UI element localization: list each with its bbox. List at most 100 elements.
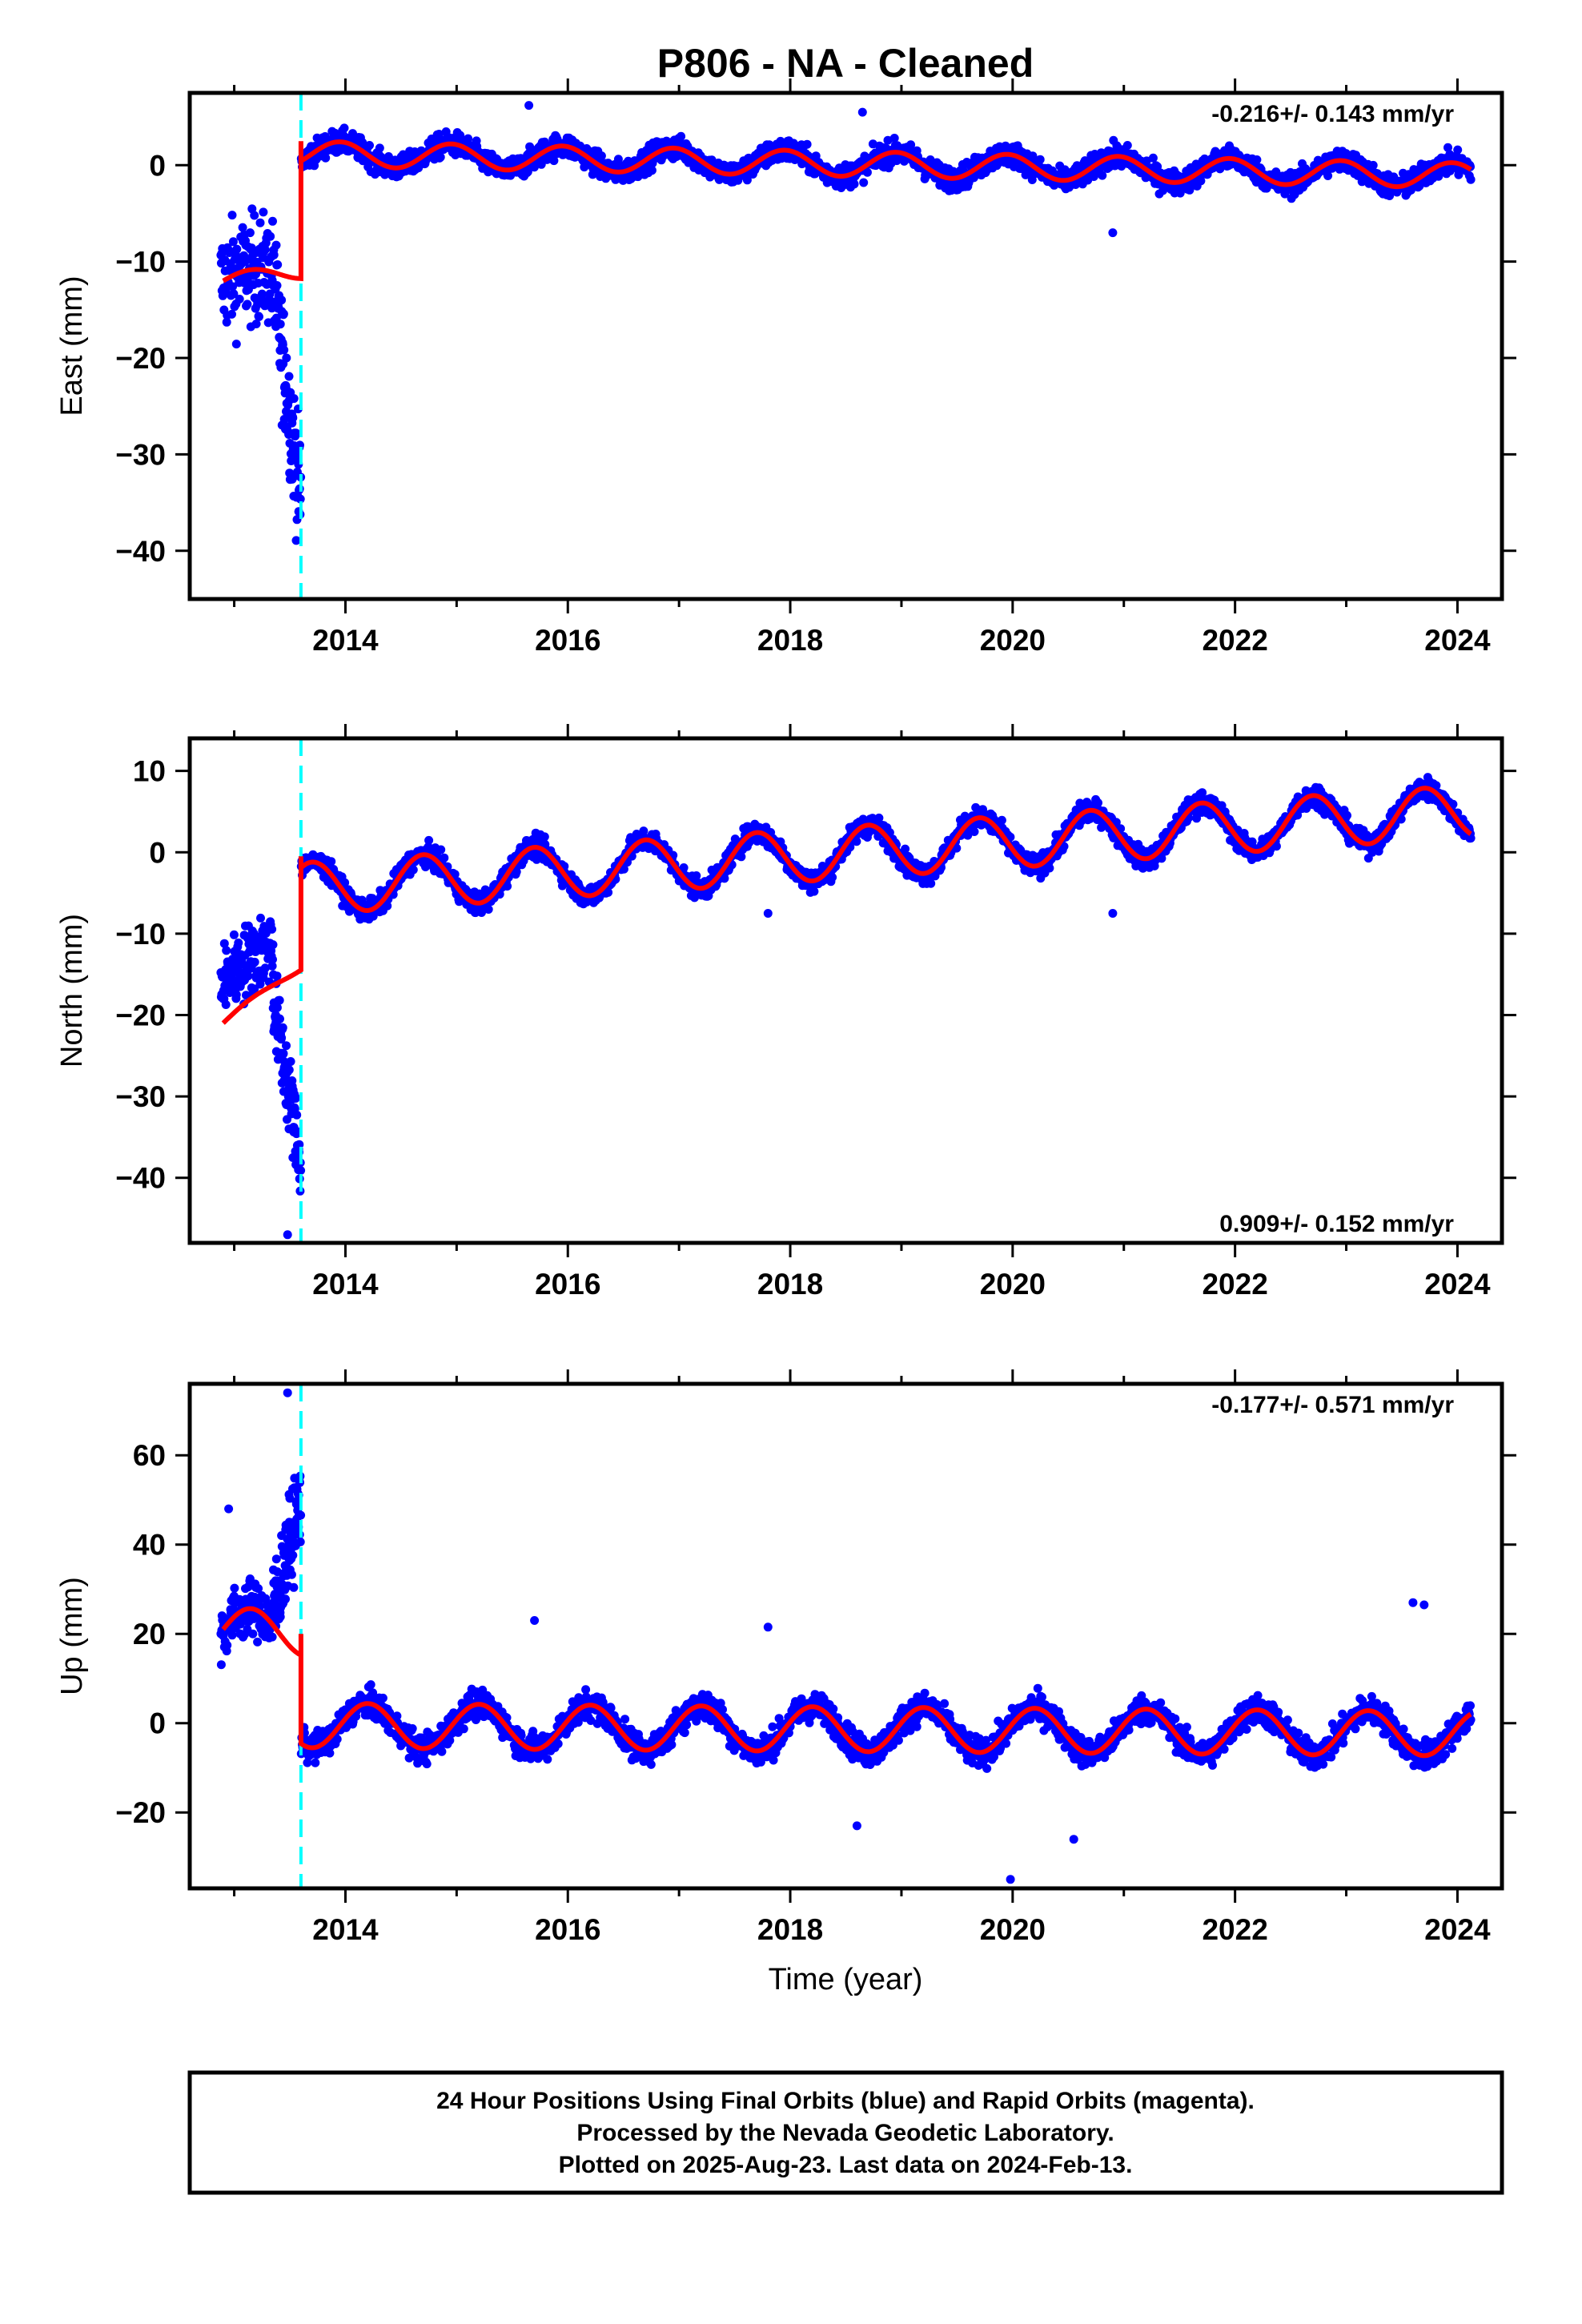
data-point — [269, 250, 279, 259]
data-point — [1443, 143, 1452, 152]
data-point — [289, 394, 299, 404]
data-point — [647, 166, 656, 175]
data-point — [926, 879, 936, 888]
x-tick-label: 2016 — [535, 624, 600, 657]
data-point — [828, 873, 837, 882]
data-point — [596, 151, 606, 161]
outlier-point — [524, 101, 534, 111]
data-point — [228, 282, 237, 292]
data-point — [277, 296, 287, 305]
data-point — [260, 963, 270, 973]
data-point — [259, 207, 268, 217]
data-point — [245, 228, 255, 238]
data-point — [1122, 141, 1132, 150]
data-point — [901, 844, 910, 854]
data-point — [288, 413, 298, 423]
x-tick-label: 2018 — [757, 624, 823, 657]
data-point — [255, 218, 265, 227]
panel-north: 2014 2016 2018 2020 2022 2024100−10−20−30−40N… — [55, 724, 1516, 1301]
data-point — [250, 984, 259, 994]
data-point — [327, 857, 336, 866]
panels: 2014 2016 2018 2020 2022 20240−10−20−30−40Eas… — [55, 78, 1516, 1946]
data-point — [1453, 145, 1463, 155]
data-point — [255, 312, 263, 321]
data-point — [282, 1041, 291, 1051]
rate-label: -0.216+/- 0.143 mm/yr — [1211, 101, 1454, 127]
data-point — [339, 123, 349, 133]
data-point — [859, 178, 869, 187]
data-point — [228, 237, 238, 247]
y-tick-label: −20 — [115, 342, 166, 375]
data-point — [963, 830, 973, 840]
y-tick-label: −30 — [115, 438, 166, 471]
data-point — [862, 167, 872, 177]
data-point — [286, 1057, 295, 1066]
data-point — [523, 167, 532, 177]
data-point — [275, 995, 284, 1005]
data-point — [219, 939, 229, 948]
data-point — [952, 843, 962, 853]
data-point — [1466, 175, 1476, 184]
data-point — [408, 865, 418, 875]
data-point — [234, 938, 243, 947]
data-point — [365, 141, 374, 150]
outlier-point — [1108, 228, 1118, 238]
data-point — [1252, 155, 1262, 164]
data-point — [340, 878, 350, 887]
data-point — [222, 317, 231, 327]
outlier-point — [857, 107, 867, 117]
data-point — [852, 837, 861, 846]
data-point — [1454, 170, 1464, 179]
data-point — [268, 955, 277, 964]
data-point — [291, 536, 301, 545]
data-point — [291, 1094, 300, 1103]
data-point — [1098, 171, 1107, 180]
data-point — [1045, 863, 1054, 873]
data-point — [278, 1023, 287, 1032]
data-point — [677, 131, 686, 141]
data-point — [222, 946, 231, 955]
data-point — [284, 372, 294, 381]
y-tick-label: −10 — [115, 246, 166, 279]
data-point — [1148, 153, 1158, 163]
data-point — [436, 152, 445, 162]
y-axis-label: East (mm) — [55, 275, 89, 416]
data-point — [284, 1065, 294, 1075]
data-point — [250, 211, 259, 220]
data-point — [295, 1140, 304, 1149]
data-point — [227, 309, 236, 319]
data-point — [421, 862, 430, 871]
y-tick-label: −40 — [115, 535, 166, 568]
data-point — [1142, 156, 1151, 166]
data-point — [889, 134, 899, 143]
data-point — [227, 211, 237, 220]
data-point — [282, 353, 291, 363]
data-point — [251, 320, 261, 328]
data-point — [279, 345, 289, 355]
data-point — [272, 1003, 282, 1012]
data-point — [692, 871, 701, 880]
data-point — [619, 864, 628, 874]
data-point — [436, 845, 446, 854]
data-point — [1196, 176, 1206, 186]
data-point — [221, 1000, 231, 1009]
data-point — [260, 245, 270, 255]
data-point — [275, 320, 285, 329]
data-point — [375, 143, 384, 153]
data-point — [229, 930, 239, 939]
data-point — [358, 138, 367, 147]
data-point — [639, 826, 648, 836]
data-point — [802, 139, 812, 149]
data-point — [1035, 155, 1045, 164]
plot-frame — [187, 90, 1504, 601]
data-point — [970, 827, 979, 836]
x-tick-label: 2014 — [312, 624, 379, 657]
data-point — [238, 223, 247, 232]
data-point — [268, 940, 278, 950]
data-point — [235, 295, 244, 304]
data-point — [292, 1110, 302, 1120]
data-point — [272, 971, 282, 981]
data-point — [243, 971, 253, 981]
data-point — [257, 289, 267, 299]
